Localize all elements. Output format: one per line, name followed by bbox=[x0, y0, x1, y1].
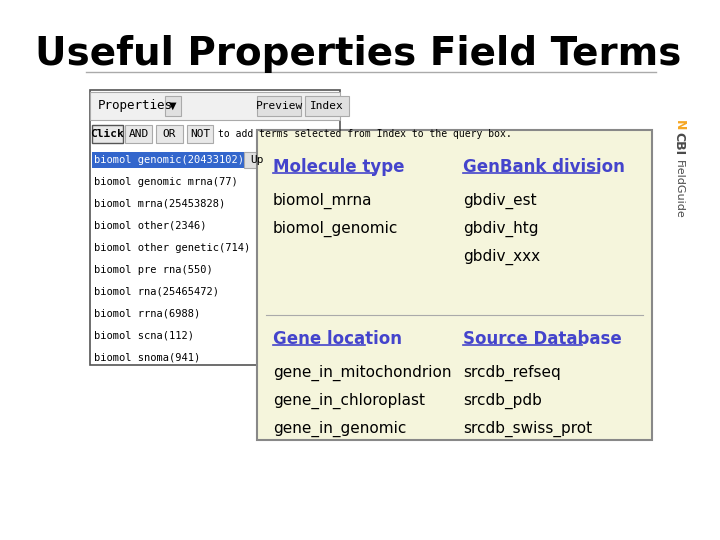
FancyBboxPatch shape bbox=[187, 125, 213, 143]
Text: gbdiv_htg: gbdiv_htg bbox=[463, 221, 539, 237]
FancyBboxPatch shape bbox=[91, 90, 341, 365]
Text: biomol snoma(941): biomol snoma(941) bbox=[94, 353, 200, 363]
Text: gbdiv_xxx: gbdiv_xxx bbox=[463, 249, 540, 265]
Text: N: N bbox=[672, 120, 685, 130]
Text: NOT: NOT bbox=[190, 129, 210, 139]
Text: biomol_mrna: biomol_mrna bbox=[273, 193, 372, 209]
FancyBboxPatch shape bbox=[92, 125, 123, 143]
FancyBboxPatch shape bbox=[257, 130, 652, 440]
Text: Useful Properties Field Terms: Useful Properties Field Terms bbox=[35, 35, 681, 73]
Text: gbdiv_est: gbdiv_est bbox=[463, 193, 537, 209]
Text: biomol other(2346): biomol other(2346) bbox=[94, 221, 207, 231]
FancyBboxPatch shape bbox=[156, 125, 182, 143]
Text: biomol genomic mrna(77): biomol genomic mrna(77) bbox=[94, 177, 238, 187]
Text: gene_in_mitochondrion: gene_in_mitochondrion bbox=[273, 365, 451, 381]
Text: biomol scna(112): biomol scna(112) bbox=[94, 331, 194, 341]
Text: Source Database: Source Database bbox=[463, 330, 622, 348]
FancyBboxPatch shape bbox=[125, 125, 152, 143]
Text: biomol other genetic(714): biomol other genetic(714) bbox=[94, 243, 250, 253]
Text: ▼: ▼ bbox=[169, 101, 176, 111]
FancyBboxPatch shape bbox=[91, 92, 341, 120]
Text: Index: Index bbox=[310, 101, 344, 111]
FancyBboxPatch shape bbox=[92, 152, 323, 168]
FancyBboxPatch shape bbox=[326, 165, 337, 205]
Text: Click: Click bbox=[90, 129, 124, 139]
Text: OR: OR bbox=[163, 129, 176, 139]
Text: gene_in_genomic: gene_in_genomic bbox=[273, 421, 406, 437]
Text: biomol_genomic: biomol_genomic bbox=[273, 221, 398, 237]
Text: gene_in_chloroplast: gene_in_chloroplast bbox=[273, 393, 425, 409]
FancyBboxPatch shape bbox=[244, 152, 270, 168]
Text: Gene location: Gene location bbox=[273, 330, 402, 348]
Text: biomol rna(25465472): biomol rna(25465472) bbox=[94, 287, 219, 297]
Text: AND: AND bbox=[128, 129, 149, 139]
Text: biomol mrna(25453828): biomol mrna(25453828) bbox=[94, 199, 225, 209]
Text: Up: Up bbox=[251, 155, 264, 165]
Text: Properties: Properties bbox=[97, 99, 172, 112]
Text: biomol pre rna(550): biomol pre rna(550) bbox=[94, 265, 212, 275]
Text: srcdb_swiss_prot: srcdb_swiss_prot bbox=[463, 421, 593, 437]
Text: biomol rrna(6988): biomol rrna(6988) bbox=[94, 309, 200, 319]
Text: Molecule type: Molecule type bbox=[273, 158, 405, 176]
FancyBboxPatch shape bbox=[305, 96, 349, 116]
FancyBboxPatch shape bbox=[325, 152, 338, 363]
Text: GenBank division: GenBank division bbox=[463, 158, 625, 176]
Text: to add terms selected from Index to the query box.: to add terms selected from Index to the … bbox=[217, 129, 511, 139]
Text: biomol genomic(20433102): biomol genomic(20433102) bbox=[94, 155, 244, 165]
Text: FieldGuide: FieldGuide bbox=[674, 160, 684, 219]
FancyBboxPatch shape bbox=[165, 96, 181, 116]
FancyBboxPatch shape bbox=[257, 96, 301, 116]
Text: Preview: Preview bbox=[256, 101, 302, 111]
Text: CBI: CBI bbox=[672, 132, 685, 155]
Text: srcdb_pdb: srcdb_pdb bbox=[463, 393, 542, 409]
Text: srcdb_refseq: srcdb_refseq bbox=[463, 365, 561, 381]
